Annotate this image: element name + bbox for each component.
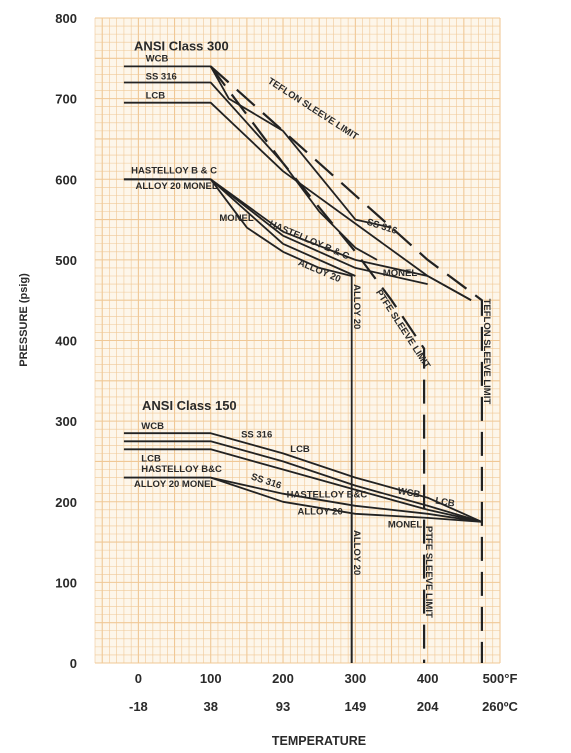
annotation-label: WCB bbox=[141, 421, 164, 432]
annotation-label: HASTELLOY B & C bbox=[131, 166, 217, 177]
annotation-label: MONEL bbox=[219, 213, 254, 224]
y-tick-label: 200 bbox=[55, 495, 77, 510]
annotation-label: SS 316 bbox=[146, 71, 177, 82]
x-tick-label-celsius: -18 bbox=[129, 699, 148, 714]
x-tick-label-fahrenheit: 300 bbox=[345, 671, 367, 686]
annotation-label: SS 316 bbox=[241, 429, 272, 440]
x-tick-label-fahrenheit: 0 bbox=[135, 671, 142, 686]
grid bbox=[94, 17, 501, 664]
class-label: ANSI Class 300 bbox=[134, 38, 229, 53]
series-line-wcb-class-150 bbox=[123, 432, 483, 523]
annotation-label: ALLOY 20 bbox=[298, 507, 343, 518]
annotation-label: LCB bbox=[290, 444, 310, 455]
annotation-label: ALLOY 20 MONEL bbox=[136, 181, 218, 192]
y-tick-label: 300 bbox=[55, 414, 77, 429]
y-tick-label: 800 bbox=[55, 11, 77, 26]
annotation-label: ALLOY 20 bbox=[351, 284, 362, 329]
series-line-ptfe-sleeve-limit-class-300 bbox=[209, 65, 426, 663]
series-line-ss-316-class-150 bbox=[123, 440, 483, 523]
series-line-monel-class-300 bbox=[210, 178, 428, 285]
x-tick-label-celsius: 149 bbox=[345, 699, 367, 714]
annotation-label: WCB bbox=[146, 54, 169, 65]
annotation-label: LCB bbox=[146, 91, 166, 102]
y-axis-label: PRESSURE (psig) bbox=[18, 273, 30, 367]
series-lines bbox=[123, 65, 483, 663]
y-tick-label: 600 bbox=[55, 172, 77, 187]
x-axis-ticks: 0 100 200 300 400 500°F -18 38 93 149 204 260ºC bbox=[129, 671, 519, 714]
series-line-wcb-class-300 bbox=[123, 65, 392, 229]
y-axis-ticks: 0 100 200 300 400 500 600 700 800 bbox=[55, 11, 77, 671]
x-tick-label-fahrenheit: 400 bbox=[417, 671, 439, 686]
x-tick-label-fahrenheit: 200 bbox=[272, 671, 294, 686]
annotation-label: WCB bbox=[397, 486, 421, 501]
x-tick-label-celsius: 38 bbox=[203, 699, 217, 714]
series-line-alloy-20-monel-class-300 bbox=[123, 178, 356, 277]
y-tick-label: 700 bbox=[55, 92, 77, 107]
annotation-label: LCB bbox=[141, 453, 161, 464]
x-tick-label-celsius: 93 bbox=[276, 699, 290, 714]
annotation-label: PTFE SLEEVE LIMIT bbox=[423, 526, 434, 618]
x-tick-label-fahrenheit: 500°F bbox=[483, 671, 518, 686]
annotation-label: LCB bbox=[434, 495, 455, 509]
series-line-lcb-class-150 bbox=[123, 448, 483, 523]
series-line-alloy-20-monel-class-150 bbox=[123, 476, 482, 523]
y-tick-label: 400 bbox=[55, 334, 77, 349]
annotation-label: MONEL bbox=[383, 268, 418, 279]
y-tick-label: 0 bbox=[70, 656, 77, 671]
annotation-label: HASTELLOY B&C bbox=[287, 490, 368, 501]
class-label: ANSI Class 150 bbox=[142, 398, 237, 413]
y-tick-label: 500 bbox=[55, 253, 77, 268]
annotation-label: ALLOY 20 bbox=[351, 530, 362, 575]
y-tick-label: 100 bbox=[55, 575, 77, 590]
series-line-teflon-sleeve-limit-class-300 bbox=[209, 65, 483, 663]
annotation-label: HASTELLOY B&C bbox=[141, 464, 222, 475]
annotation-label: ALLOY 20 MONEL bbox=[134, 479, 216, 490]
x-tick-label-fahrenheit: 100 bbox=[200, 671, 222, 686]
x-tick-label-celsius: 260ºC bbox=[482, 699, 518, 714]
x-axis-label: TEMPERATURE bbox=[272, 734, 366, 748]
series-line-alloy-20-class-300 bbox=[209, 178, 353, 663]
x-tick-label-celsius: 204 bbox=[417, 699, 439, 714]
annotation-label: TEFLON SLEEVE LIMIT bbox=[481, 299, 492, 405]
annotation-label: MONEL bbox=[388, 520, 423, 531]
